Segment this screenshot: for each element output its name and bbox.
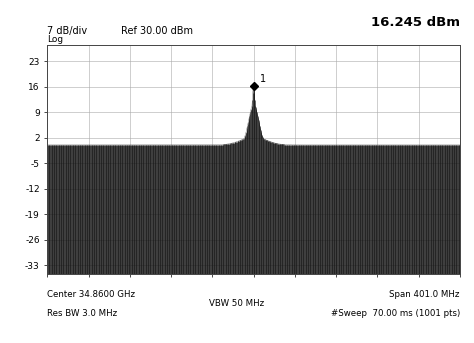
Text: 16.245 dBm: 16.245 dBm <box>371 16 460 29</box>
Text: 1: 1 <box>260 74 266 84</box>
Text: Res BW 3.0 MHz: Res BW 3.0 MHz <box>47 309 118 318</box>
Text: Center 34.8600 GHz: Center 34.8600 GHz <box>47 290 136 299</box>
Text: Span 401.0 MHz: Span 401.0 MHz <box>390 290 460 299</box>
Text: 7 dB/div: 7 dB/div <box>47 26 88 36</box>
Text: Ref 30.00 dBm: Ref 30.00 dBm <box>121 26 193 36</box>
Text: VBW 50 MHz: VBW 50 MHz <box>210 299 264 308</box>
Text: Log: Log <box>47 35 64 44</box>
Text: #Sweep  70.00 ms (1001 pts): #Sweep 70.00 ms (1001 pts) <box>330 309 460 318</box>
